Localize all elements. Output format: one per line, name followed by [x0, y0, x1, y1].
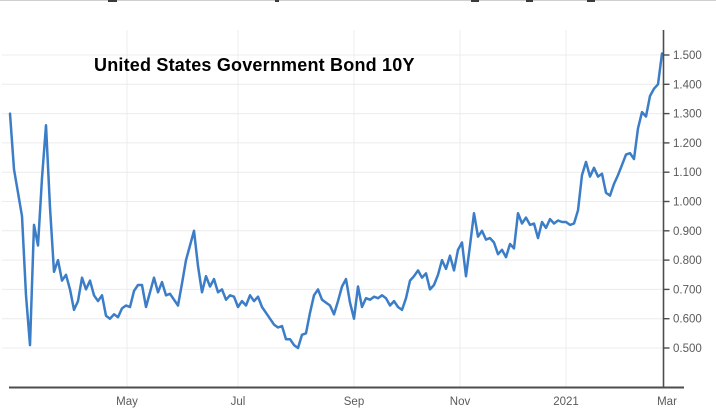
clipped-text-dash — [108, 0, 117, 2]
x-tick-label: Sep — [344, 396, 364, 408]
clipped-text-dash — [471, 0, 479, 2]
y-tick-label: 1.000 — [673, 197, 702, 209]
clipped-text-dash — [526, 0, 533, 2]
y-tick-label: 1.500 — [673, 50, 702, 62]
x-tick-label: May — [116, 396, 138, 408]
y-tick-label: 0.700 — [673, 284, 702, 296]
y-tick-label: 1.200 — [673, 138, 702, 150]
price-line — [8, 52, 664, 350]
clipped-text-dash — [587, 0, 595, 2]
clipped-text-artifact — [0, 0, 716, 3]
y-tick-label: 0.900 — [673, 226, 702, 238]
y-tick-label: 1.300 — [673, 109, 702, 121]
y-tick-label: 0.800 — [673, 255, 702, 267]
y-tick-label: 0.500 — [673, 343, 702, 355]
chart-title: United States Government Bond 10Y — [94, 55, 415, 75]
x-tick-label: 2021 — [553, 396, 579, 408]
x-tick-label: Nov — [450, 396, 471, 408]
x-tick-label: Mar — [657, 396, 677, 408]
y-tick-label: 1.100 — [673, 167, 702, 179]
clipped-text-hairline — [0, 0, 716, 1]
clipped-text-dash — [275, 0, 279, 2]
y-tick-label: 0.600 — [673, 314, 702, 326]
y-tick-label: 1.400 — [673, 79, 702, 91]
x-tick-label: Jul — [231, 396, 246, 408]
